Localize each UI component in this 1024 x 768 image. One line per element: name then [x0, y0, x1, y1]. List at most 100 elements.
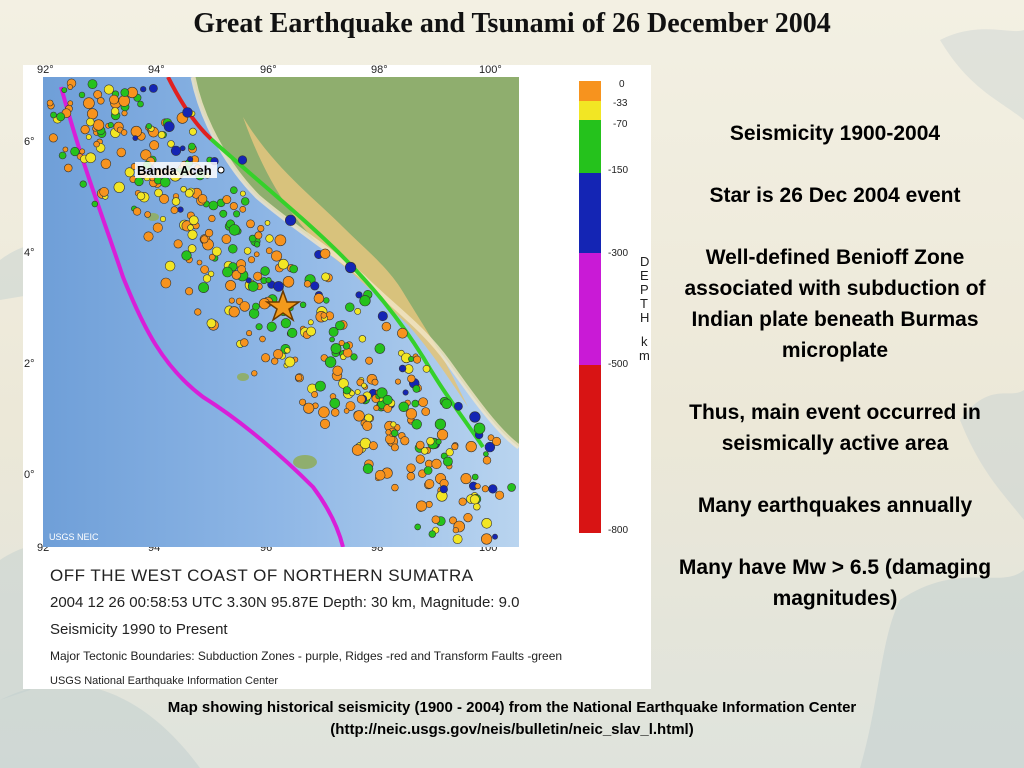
- epicenter-dot: [375, 470, 386, 481]
- depth-tick-label: -800: [608, 525, 629, 536]
- epicenter-dot: [140, 86, 147, 93]
- epicenter-dot: [225, 280, 236, 291]
- epicenter-dot: [488, 484, 498, 494]
- epicenter-dot: [229, 202, 238, 211]
- epicenter-dot: [187, 229, 198, 240]
- epicenter-dot: [406, 472, 416, 481]
- epicenter-dot: [406, 463, 416, 473]
- epicenter-dot: [121, 110, 128, 117]
- epicenter-dot: [97, 97, 105, 105]
- epicenter-dot: [99, 187, 109, 197]
- epicenter-dot: [284, 356, 296, 368]
- epicenter-dot: [118, 95, 130, 107]
- epicenter-dot: [163, 121, 175, 132]
- epicenter-dot: [330, 343, 342, 354]
- epicenter-dot: [247, 281, 259, 292]
- footer-url: (http://neic.usgs.gov/neis/bulletin/neic…: [330, 721, 694, 738]
- depth-axis-letter: m: [639, 348, 650, 363]
- epicenter-dot: [431, 515, 440, 524]
- epicenter-dot: [469, 411, 481, 423]
- epicenter-dot: [260, 266, 270, 276]
- epicenter-dot: [311, 391, 318, 398]
- epicenter-dot: [78, 91, 86, 99]
- epicenter-dot: [481, 533, 493, 545]
- epicenter-dot: [86, 108, 98, 120]
- epicenter-dot: [415, 500, 427, 512]
- footer-caption: Map showing historical seismicity (1900 …: [167, 699, 857, 716]
- epicenter-dot: [421, 407, 431, 416]
- epicenter-dot: [413, 355, 422, 364]
- epicenter-dot: [342, 386, 352, 395]
- epicenter-dot: [368, 441, 378, 451]
- depth-tick-label: -70: [613, 119, 628, 130]
- transform-fault-line: [209, 137, 485, 449]
- epicenter-dot: [320, 248, 331, 259]
- epicenter-dot: [85, 134, 92, 140]
- epicenter-dot: [274, 234, 287, 247]
- epicenter-dot: [452, 534, 463, 544]
- epicenter-dot: [79, 148, 86, 155]
- epicenter-dot: [245, 277, 252, 284]
- epicenter-dot: [314, 380, 326, 392]
- epicenter-dot: [329, 336, 335, 343]
- epicenter-dot: [188, 142, 196, 151]
- explanation-item: Star is 26 Dec 2004 event: [709, 184, 961, 207]
- depth-axis-letter: k: [641, 334, 648, 349]
- depth-tick-label: 0: [619, 79, 625, 90]
- map-caption-period: Seismicity 1990 to Present: [50, 621, 228, 638]
- epicenter-dot: [310, 281, 320, 291]
- epicenter-dot: [197, 194, 208, 204]
- explanation-item: Seismicity 1900-2004: [729, 122, 941, 145]
- epicenter-dot: [374, 343, 386, 354]
- epicenter-dot: [411, 399, 420, 408]
- epicenter-dot: [359, 295, 371, 307]
- epicenter-dot: [206, 318, 217, 329]
- epicenter-dot: [507, 483, 516, 492]
- epicenter-dot: [222, 266, 233, 278]
- epicenter-dot: [253, 271, 263, 281]
- epicenter-dot: [93, 140, 100, 148]
- epicenter-dot: [149, 140, 160, 151]
- epicenter-dot: [343, 408, 350, 414]
- epicenter-dot: [390, 443, 399, 452]
- epicenter-dot: [246, 219, 255, 229]
- epicenter-dot: [248, 308, 260, 319]
- epicenter-dot: [243, 247, 252, 255]
- epicenter-dot: [394, 378, 401, 385]
- explanation-item: Thus, main event occurred in seismically…: [689, 401, 981, 455]
- epicenter-dot: [343, 348, 353, 358]
- epicenter-dot: [354, 389, 361, 395]
- explanation-item: Many have Mw > 6.5 (damaging magnitudes): [678, 556, 992, 610]
- subduction-zone-line: [59, 86, 345, 547]
- epicenter-dot: [254, 241, 261, 248]
- epicenter-dot: [411, 419, 422, 430]
- epicenter-dot: [261, 353, 271, 363]
- epicenter-dot: [254, 231, 263, 240]
- y-tick-left: 4°: [24, 247, 35, 259]
- epicenter-dot: [246, 330, 253, 337]
- explanation-item: Many earthquakes annually: [697, 494, 973, 517]
- epicenter-dot: [228, 244, 238, 254]
- y-tick-left: 0°: [24, 469, 35, 481]
- epicenter-dot: [271, 357, 279, 365]
- epicenter-dot: [145, 123, 152, 130]
- place-label-banda-aceh: Banda Aceh: [137, 163, 212, 178]
- epicenter-dot: [92, 119, 105, 131]
- epicenter-dot: [252, 302, 260, 311]
- epicenter-dot: [208, 270, 215, 277]
- epicenter-dot: [130, 125, 142, 138]
- epicenter-dot: [354, 307, 362, 315]
- epicenter-dot: [56, 112, 66, 122]
- epicenter-dot: [113, 181, 125, 193]
- epicenter-dot: [463, 513, 473, 523]
- epicenter-dot: [120, 88, 130, 97]
- epicenter-dot: [306, 326, 316, 337]
- epicenter-dot: [481, 485, 489, 493]
- epicenter-dot: [187, 156, 194, 163]
- epicenter-dot: [484, 441, 496, 453]
- epicenter-dot: [228, 306, 240, 318]
- x-tick-top: 96°: [260, 64, 277, 76]
- epicenter-dot: [164, 260, 176, 272]
- epicenter-dot: [342, 342, 351, 350]
- epicenter-dot: [319, 418, 330, 429]
